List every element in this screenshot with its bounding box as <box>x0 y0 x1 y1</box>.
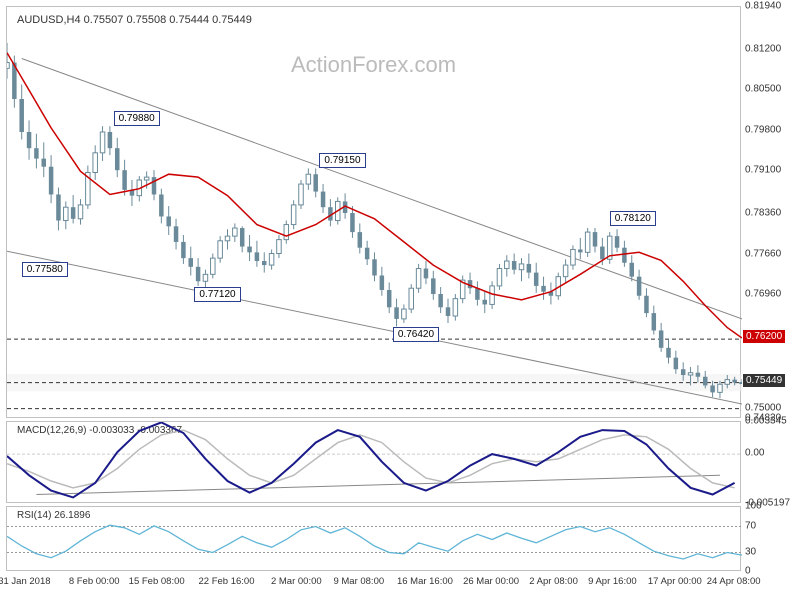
time-tick: 26 Mar 00:00 <box>463 576 519 587</box>
current-price-tag: 0.75449 <box>743 374 785 387</box>
macd-ytick: 0.00 <box>745 448 798 459</box>
price-ytick: 0.81200 <box>745 43 798 54</box>
price-ytick: 0.79800 <box>745 124 798 135</box>
macd-ytick: 0.003345 <box>745 415 798 426</box>
price-annotation: 0.79880 <box>114 111 160 126</box>
price-ytick: 0.77660 <box>745 248 798 259</box>
time-tick: 15 Feb 08:00 <box>129 576 185 587</box>
rsi-ytick: 0 <box>745 566 798 577</box>
time-tick: 16 Mar 16:00 <box>397 576 453 587</box>
price-ytick: 0.81940 <box>745 1 798 12</box>
price-annotation: 0.77580 <box>22 262 68 277</box>
price-ytick: 0.76960 <box>745 289 798 300</box>
price-panel[interactable]: AUDUSD,H4 0.75507 0.75508 0.75444 0.7544… <box>6 6 741 418</box>
time-tick: 9 Mar 08:00 <box>333 576 384 587</box>
macd-svg <box>7 422 742 504</box>
time-axis: 31 Jan 20188 Feb 00:0015 Feb 08:0022 Feb… <box>6 574 741 594</box>
rsi-panel[interactable]: RSI(14) 26.1896 <box>6 506 741 571</box>
time-tick: 8 Feb 00:00 <box>69 576 120 587</box>
price-ytick: 0.78360 <box>745 208 798 219</box>
ma-price-tag: 0.76200 <box>743 330 785 343</box>
time-tick: 2 Apr 08:00 <box>529 576 578 587</box>
price-ytick: 0.75000 <box>745 402 798 413</box>
price-annotation: 0.79150 <box>319 153 365 168</box>
price-annotation: 0.76420 <box>393 327 439 342</box>
time-tick: 17 Apr 00:00 <box>648 576 702 587</box>
rsi-ytick: 100 <box>745 501 798 512</box>
price-annotation: 0.77120 <box>194 287 240 302</box>
forex-chart-root: AUDUSD,H4 0.75507 0.75508 0.75444 0.7544… <box>0 0 800 600</box>
price-ytick: 0.79100 <box>745 165 798 176</box>
price-annotation: 0.78120 <box>610 211 656 226</box>
time-tick: 22 Feb 16:00 <box>199 576 255 587</box>
price-ytick: 0.80500 <box>745 84 798 95</box>
time-tick: 31 Jan 2018 <box>0 576 51 587</box>
time-tick: 2 Mar 00:00 <box>271 576 322 587</box>
time-tick: 9 Apr 16:00 <box>588 576 637 587</box>
time-tick: 24 Apr 08:00 <box>707 576 761 587</box>
rsi-ytick: 30 <box>745 546 798 557</box>
rsi-ytick: 70 <box>745 520 798 531</box>
macd-panel[interactable]: MACD(12,26,9) -0.003033 -0.003367 <box>6 421 741 503</box>
rsi-svg <box>7 507 742 572</box>
